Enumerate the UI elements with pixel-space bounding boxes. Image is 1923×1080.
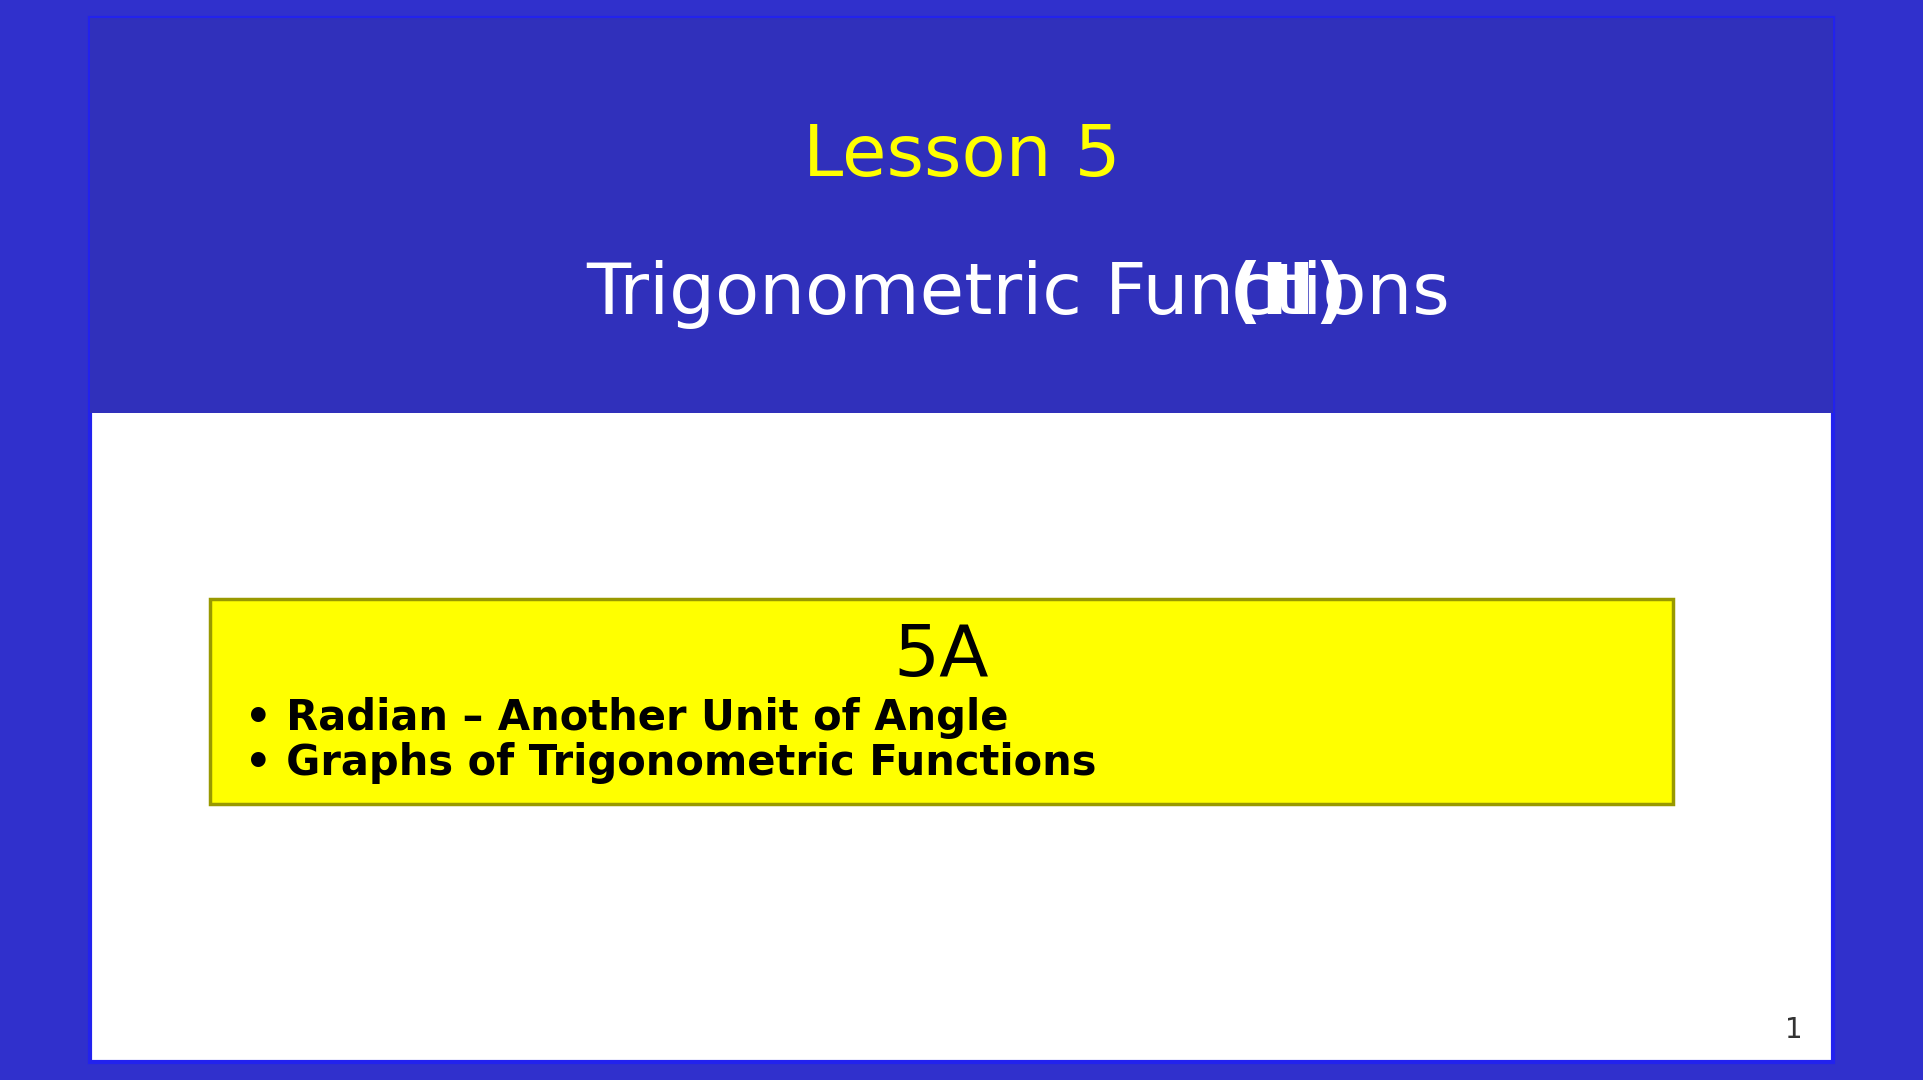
Bar bbox=[210, 599, 1673, 805]
Text: Trigonometric Functions: Trigonometric Functions bbox=[587, 260, 1473, 329]
Text: 5A: 5A bbox=[894, 622, 988, 691]
Text: • Graphs of Trigonometric Functions: • Graphs of Trigonometric Functions bbox=[244, 742, 1096, 784]
Text: 1: 1 bbox=[1785, 1016, 1804, 1044]
Text: Lesson 5: Lesson 5 bbox=[802, 122, 1121, 191]
Text: (II): (II) bbox=[1229, 260, 1348, 329]
Text: • Radian – Another Unit of Angle: • Radian – Another Unit of Angle bbox=[244, 698, 1008, 740]
Bar bbox=[90, 18, 1833, 413]
